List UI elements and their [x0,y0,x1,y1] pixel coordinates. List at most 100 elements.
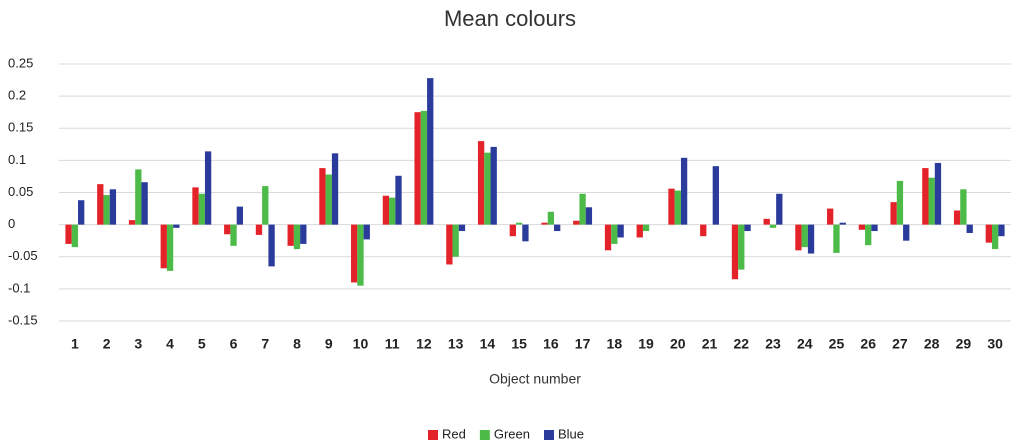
bar [712,166,719,225]
bar [173,224,180,228]
bar [484,152,491,225]
bar [896,180,904,225]
x-tick-label: 7 [261,336,269,352]
bar [547,211,555,225]
y-tick-label: 0.2 [8,88,26,103]
bar [446,224,453,265]
bar [420,110,428,225]
bar [795,224,802,251]
bar [255,224,263,235]
bar [389,197,396,225]
x-tick-label: 1 [71,336,79,352]
bar [827,208,834,225]
legend-label: Green [494,426,530,441]
bar [287,224,294,246]
y-tick-label: 0.15 [8,120,33,135]
x-tick-label: 28 [924,336,940,352]
bar [109,189,117,225]
bar [198,193,205,225]
bar [668,188,675,225]
bar [642,224,650,232]
bar [731,224,739,280]
bar [541,222,548,225]
bar [382,195,390,225]
bar [71,224,79,248]
bar [160,224,167,269]
x-tick-label: 27 [892,336,908,352]
x-tick-label: 24 [797,336,813,352]
x-tick-label: 3 [134,336,142,352]
bar [236,206,243,225]
y-tick-label: -0.05 [8,248,38,263]
legend-swatch [544,430,554,440]
bar [934,162,942,225]
x-tick-label: 26 [860,336,876,352]
x-tick-label: 15 [511,336,527,352]
bar [515,222,523,225]
bar [351,224,358,283]
x-tick-label: 11 [385,336,400,352]
bar [769,224,777,228]
bar [78,200,85,225]
bar [611,224,618,244]
y-tick-label: 0.25 [8,55,33,70]
bar [985,224,992,243]
bar [839,222,846,225]
x-tick-label: 17 [575,336,591,352]
bar [573,220,580,225]
x-tick-label: 23 [765,336,781,352]
bar [960,189,967,225]
x-tick-label: 25 [829,336,845,352]
y-tick-label: 0.05 [8,184,33,199]
x-tick-label: 18 [607,336,623,352]
x-tick-label: 21 [702,336,718,352]
bar [204,151,212,225]
bar [414,112,421,225]
bar [224,224,231,235]
bar [300,224,307,244]
bar [636,224,643,238]
bar [128,220,136,225]
bar [763,218,770,225]
bar [700,224,707,237]
x-axis-label: Object number [489,371,581,387]
x-tick-label: 12 [416,336,432,352]
bar [674,190,681,225]
bar [680,157,688,225]
bar [617,224,624,238]
bar [509,224,516,237]
legend-swatch [428,430,438,440]
bar [890,202,897,225]
bar [325,174,332,225]
bar [427,78,434,225]
y-tick-label: 0.1 [8,152,26,167]
x-tick-label: 30 [987,336,1003,352]
x-tick-label: 10 [353,336,369,352]
bar [807,224,815,254]
x-tick-label: 22 [733,336,749,352]
bar [230,224,237,246]
y-tick-label: -0.1 [8,280,30,295]
chart-title: Mean colours [444,6,576,31]
bar [363,224,370,240]
bar [903,224,910,241]
bar [522,224,529,242]
legend-label: Blue [558,426,584,441]
y-tick-label: 0 [8,216,15,231]
x-tick-label: 4 [166,336,174,352]
bar [833,224,840,253]
bar [858,224,866,230]
bar [477,141,485,225]
bar [268,224,275,267]
bar [579,193,586,225]
bar [65,224,72,244]
x-tick-label: 5 [198,336,206,352]
bar [966,224,973,233]
bar [262,186,269,225]
bar [953,210,961,225]
x-tick-label: 16 [543,336,559,352]
bar [331,153,339,225]
bar [141,182,148,225]
bar [319,168,326,225]
